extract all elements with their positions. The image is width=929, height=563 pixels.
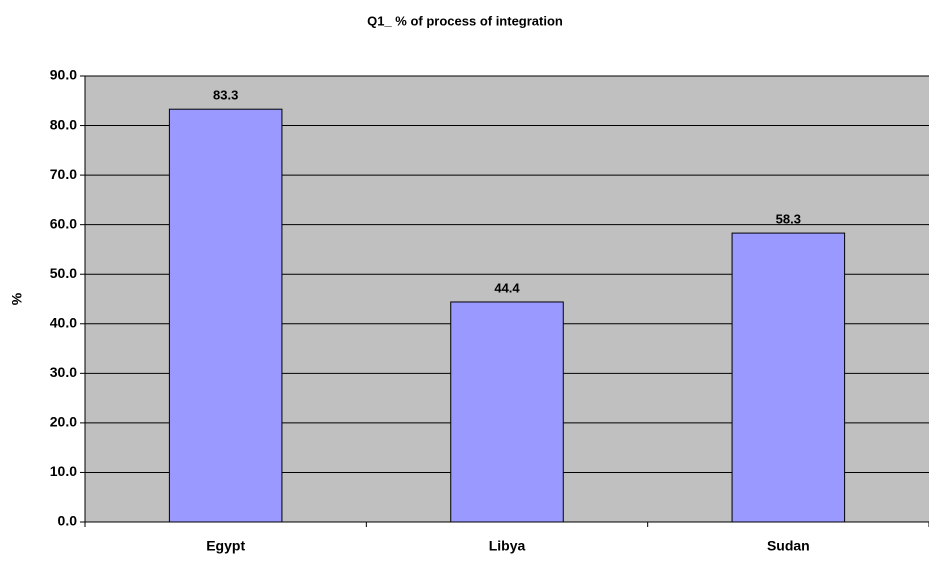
x-tick-label: Sudan bbox=[767, 538, 810, 554]
bar bbox=[450, 301, 564, 523]
y-axis-label: % bbox=[9, 292, 25, 305]
data-label: 83.3 bbox=[213, 88, 238, 103]
y-tick-label: 30.0 bbox=[50, 364, 77, 380]
bar bbox=[731, 232, 846, 523]
y-tick-label: 10.0 bbox=[50, 463, 77, 479]
y-tick-label: 80.0 bbox=[50, 116, 77, 132]
x-tick-label: Libya bbox=[489, 538, 526, 554]
chart-title: Q1_ % of process of integration bbox=[367, 13, 563, 28]
y-tick-label: 70.0 bbox=[50, 166, 77, 182]
y-tick-label: 50.0 bbox=[50, 265, 77, 281]
data-label: 58.3 bbox=[776, 212, 801, 227]
y-tick-label: 0.0 bbox=[58, 513, 78, 529]
y-tick-label: 90.0 bbox=[50, 67, 77, 83]
bar bbox=[168, 108, 283, 523]
y-tick-label: 20.0 bbox=[50, 414, 77, 430]
y-tick-label: 40.0 bbox=[50, 314, 77, 330]
data-label: 44.4 bbox=[494, 280, 520, 295]
y-tick-label: 60.0 bbox=[50, 215, 77, 231]
x-tick-label: Egypt bbox=[206, 538, 245, 554]
